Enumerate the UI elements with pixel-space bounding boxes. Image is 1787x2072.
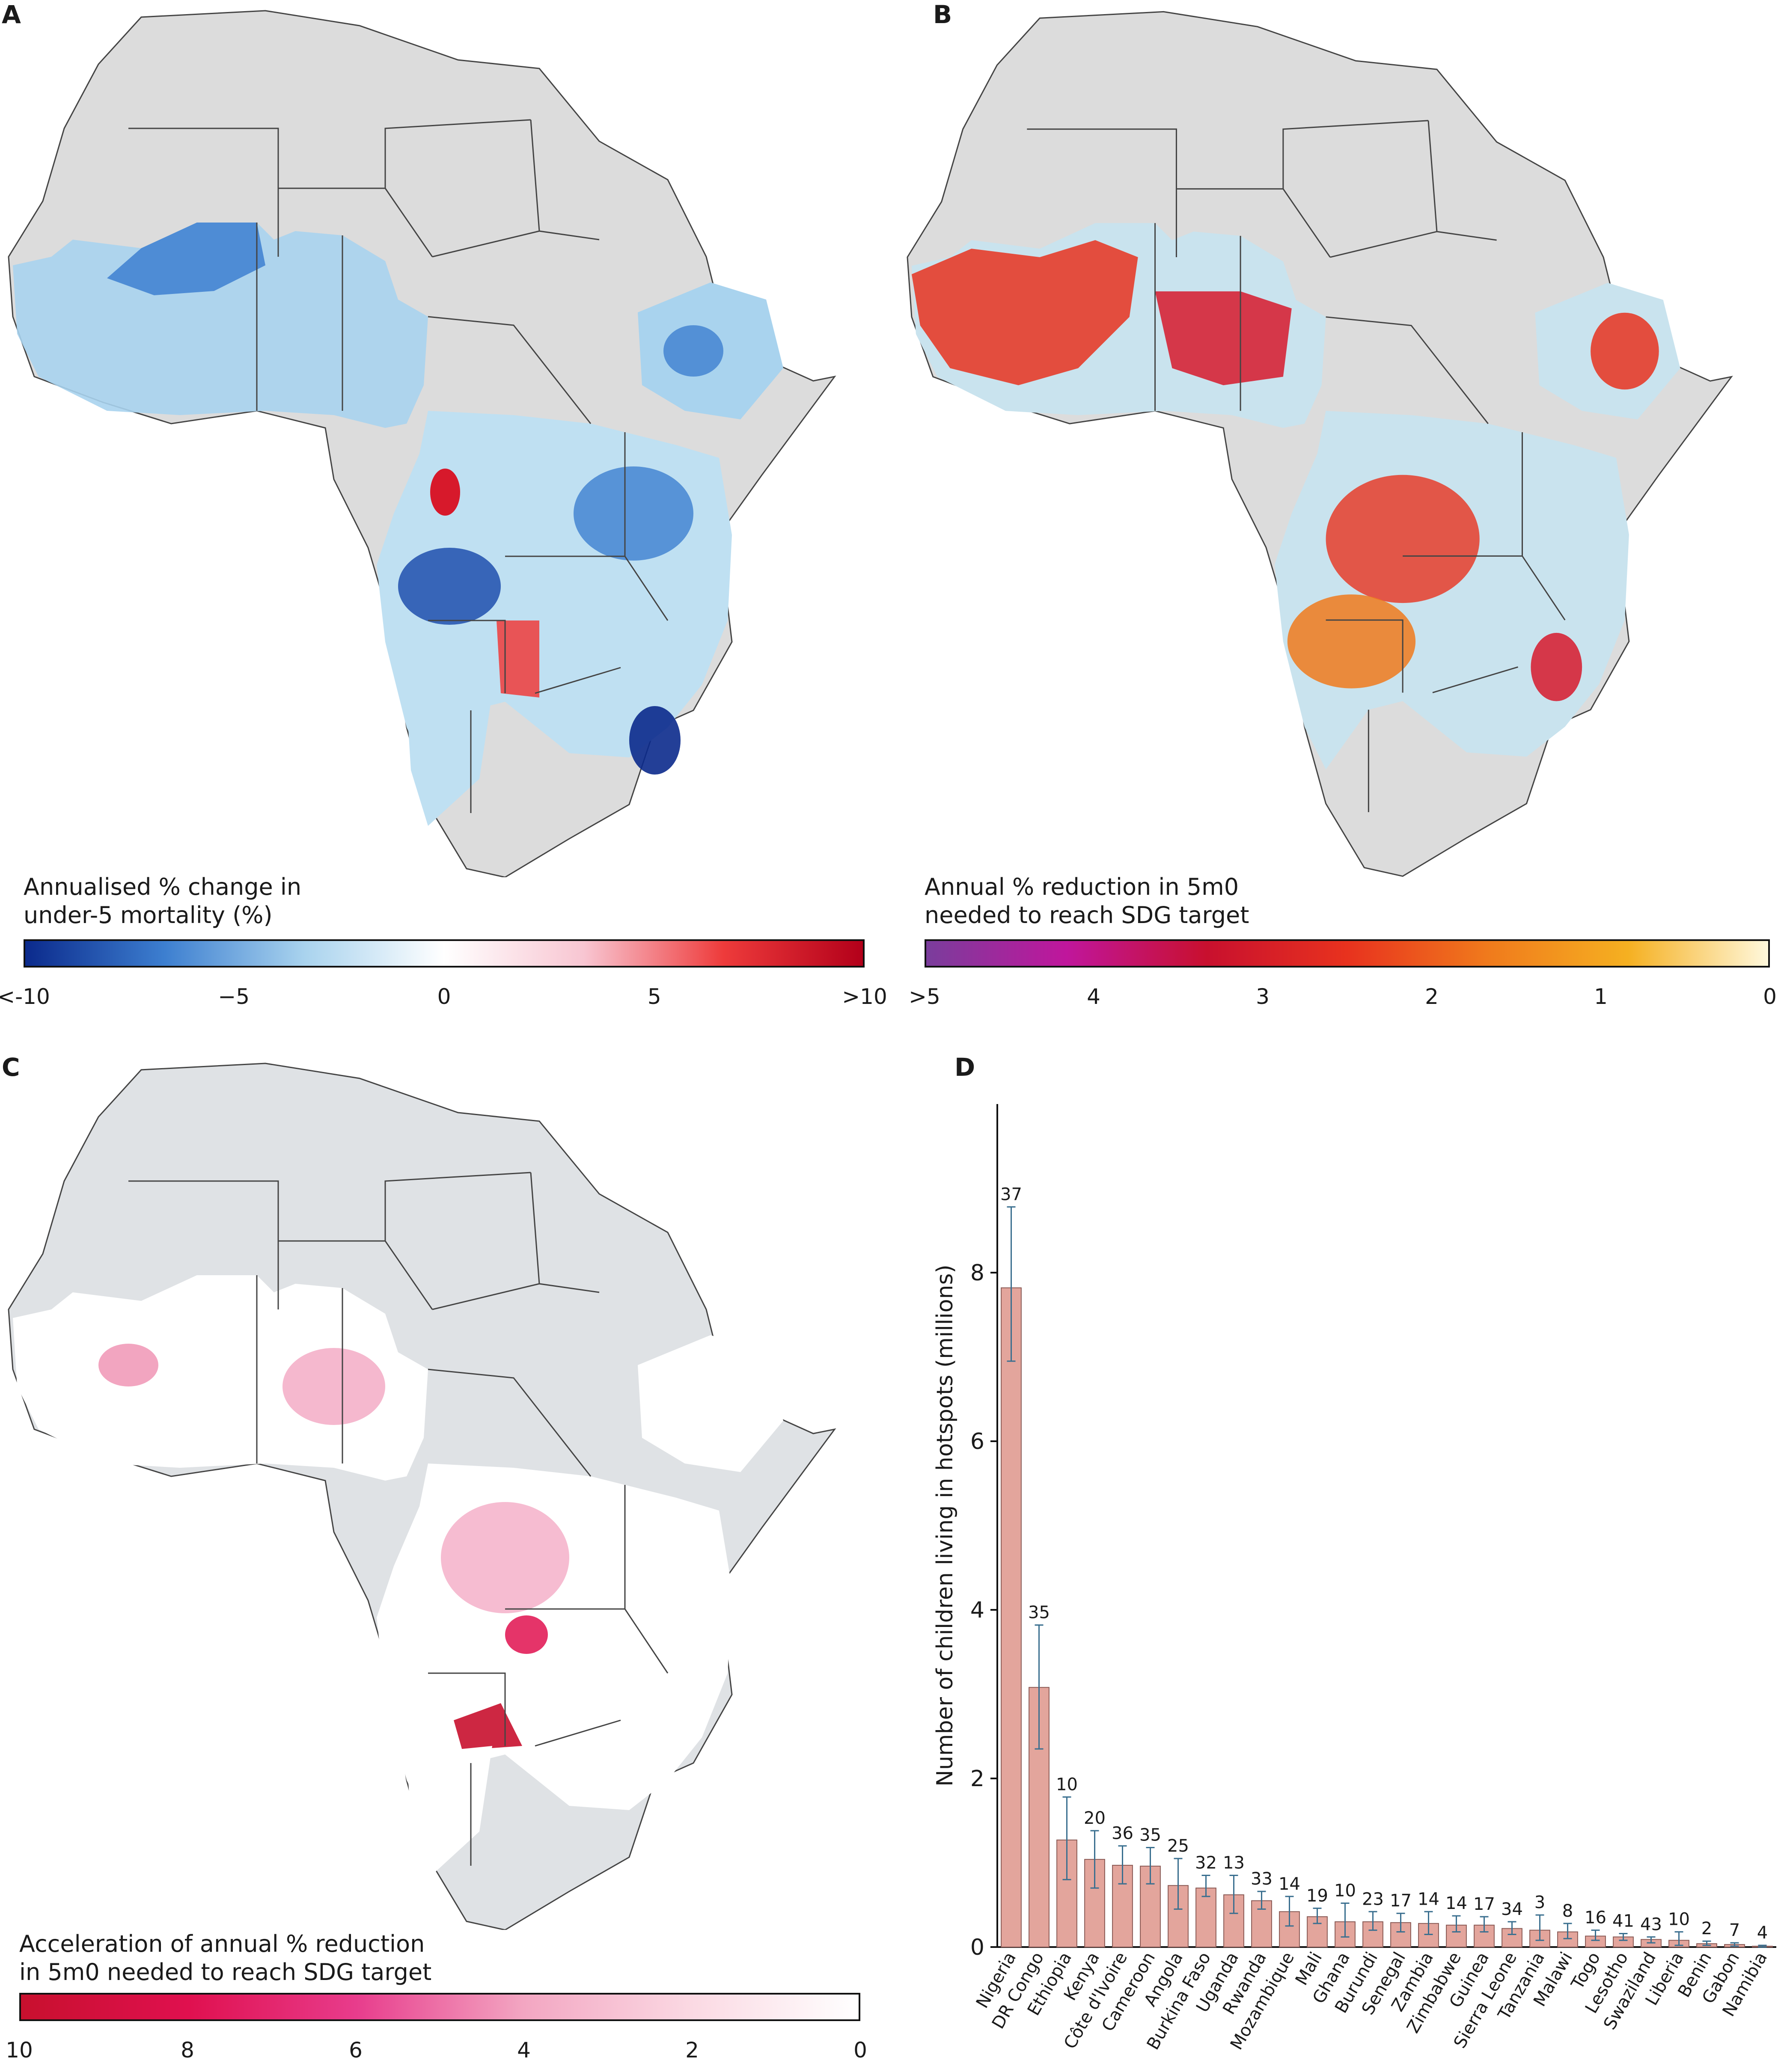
panel-letter-a: A xyxy=(2,0,21,29)
chart-bars xyxy=(1001,1206,1773,1948)
legend-tick: 5 xyxy=(647,984,661,1009)
bar-value-label: 43 xyxy=(1640,1915,1662,1934)
bar-value-label: 37 xyxy=(1000,1184,1022,1204)
bar-value-label: 3 xyxy=(1534,1893,1545,1912)
bar-value-label: 8 xyxy=(1562,1901,1573,1921)
drc-magenta-patch xyxy=(505,1615,548,1654)
bar-value-label: 14 xyxy=(1418,1889,1439,1909)
sahel-dark-band xyxy=(107,223,265,295)
country-borders xyxy=(1027,120,1566,812)
congo-dark-patch xyxy=(398,548,501,625)
bar-value-label: 41 xyxy=(1612,1911,1634,1931)
ethiopia-region xyxy=(638,1335,783,1472)
bar-value-label: 23 xyxy=(1362,1889,1384,1909)
bar-value-label: 7 xyxy=(1729,1921,1740,1940)
y-tick-label: 2 xyxy=(970,1766,984,1792)
map-b xyxy=(907,11,1733,877)
legend-tick: 2 xyxy=(685,2038,699,2063)
bar-value-label: 4 xyxy=(1757,1923,1768,1943)
legend-tick: 6 xyxy=(349,2038,363,2063)
legend-tick: 2 xyxy=(1425,984,1439,1009)
bar-chart-d: 0 2 4 6 8 Number of children living in hotspo… xyxy=(933,1104,1776,2053)
y-axis-label: Number of children living in hotspots (m… xyxy=(933,1265,958,1787)
ethiopia-red-zone xyxy=(1591,312,1659,390)
tanzania-dark-patch xyxy=(574,466,693,561)
legend-tick: 3 xyxy=(1256,984,1270,1009)
legend-tick: 10 xyxy=(6,2038,33,2063)
ethiopia-dark-patch xyxy=(663,325,723,377)
panel-letter-d: D xyxy=(954,1053,975,1082)
legend-tick: 0 xyxy=(853,2038,867,2063)
legend-tick: >5 xyxy=(909,984,940,1009)
legend-bar-a xyxy=(24,939,865,968)
y-tick-label: 6 xyxy=(970,1429,984,1455)
bar xyxy=(1001,1287,1022,1948)
mozambique-red-zone xyxy=(1531,632,1582,701)
bar-value-label: 25 xyxy=(1167,1836,1189,1856)
bar-value-label: 19 xyxy=(1306,1886,1328,1906)
country-borders xyxy=(128,119,669,813)
legend-ticks-b: >5 4 3 2 1 0 xyxy=(909,984,1777,1018)
west-africa-pink-zone xyxy=(98,1344,158,1386)
chart-axes: 0 2 4 6 8 Number of children living in hotspo… xyxy=(933,1104,1776,1960)
legend-tick: >10 xyxy=(842,984,887,1009)
bar-value-label: 14 xyxy=(1445,1894,1467,1913)
panel-b: B Annual % reduction in 5m0 needed to re… xyxy=(899,0,1787,1027)
legend-title-c: Acceleration of annual % reduction in 5m… xyxy=(19,1930,432,1986)
west-africa-region xyxy=(13,1275,428,1481)
legend-tick: 0 xyxy=(1763,984,1777,1009)
panel-letter-b: B xyxy=(933,0,952,29)
y-tick-label: 4 xyxy=(970,1597,984,1623)
drc-pink-zone xyxy=(441,1502,569,1613)
bar-value-label: 35 xyxy=(1139,1826,1161,1845)
bar-value-label: 10 xyxy=(1668,1910,1690,1930)
legend-tick: 4 xyxy=(1087,984,1100,1009)
angola-red-zone xyxy=(1287,594,1416,689)
bar xyxy=(1195,1888,1216,1947)
legend-title-b: Annual % reduction in 5m0 needed to reac… xyxy=(925,873,1249,929)
nigeria-pink-zone xyxy=(282,1348,385,1425)
bar-value-label: 35 xyxy=(1028,1603,1050,1622)
bar-value-label: 32 xyxy=(1195,1853,1217,1873)
legend-bar-b xyxy=(925,939,1770,968)
bar-value-label: 10 xyxy=(1056,1775,1078,1794)
y-tick-label: 0 xyxy=(970,1935,984,1960)
legend-tick: 0 xyxy=(437,984,451,1009)
west-africa-red-zone xyxy=(911,240,1138,386)
bar-value-label: 2 xyxy=(1701,1919,1712,1938)
legend-bar-c xyxy=(19,1993,860,2021)
bar-value-label: 17 xyxy=(1473,1894,1495,1914)
bar xyxy=(1140,1865,1161,1947)
legend-ticks-c: 10 8 6 4 2 0 xyxy=(6,2038,867,2072)
map-a xyxy=(8,10,836,877)
panel-a: A Annualised % change in under-5 mortali… xyxy=(0,0,890,1027)
country-borders xyxy=(128,1172,669,1866)
legend-tick: −5 xyxy=(218,984,250,1009)
angola-red-patch xyxy=(497,620,539,698)
bar-value-label: 20 xyxy=(1084,1808,1106,1828)
bar-value-label: 34 xyxy=(1501,1900,1523,1919)
y-tick-label: 8 xyxy=(970,1260,984,1286)
legend-title-a: Annualised % change in under-5 mortality… xyxy=(24,873,302,929)
bar-value-label: 16 xyxy=(1585,1908,1606,1928)
legend-ticks-a: <-10 −5 0 5 >10 xyxy=(0,984,887,1018)
bar-value-label: 17 xyxy=(1390,1891,1412,1911)
bar-value-label: 13 xyxy=(1223,1853,1245,1873)
drc-red-zone xyxy=(1326,475,1480,603)
legend-tick: 4 xyxy=(517,2038,531,2063)
bar-value-label: 36 xyxy=(1112,1824,1133,1843)
nigeria-red-zone xyxy=(1155,291,1292,386)
legend-tick: <-10 xyxy=(0,984,50,1009)
panel-letter-c: C xyxy=(2,1053,20,1082)
bar-value-label: 33 xyxy=(1251,1869,1273,1889)
map-c xyxy=(8,1063,836,1930)
legend-tick: 8 xyxy=(181,2038,194,2063)
mozambique-dark-patch xyxy=(629,706,681,775)
panel-c: C Acceleration of annual % reduction in … xyxy=(0,1044,890,2068)
bar-value-label: 14 xyxy=(1279,1874,1300,1894)
bar-value-label: 10 xyxy=(1334,1881,1356,1901)
drc-red-patch xyxy=(430,469,460,516)
legend-tick: 1 xyxy=(1594,984,1608,1009)
